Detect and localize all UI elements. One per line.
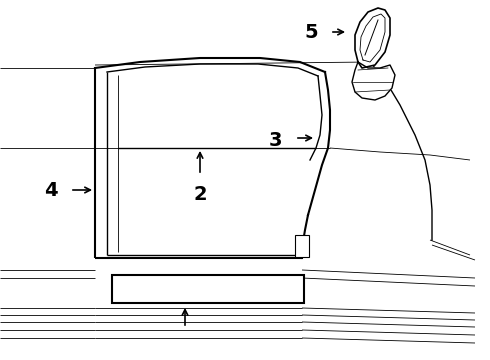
Text: 2: 2 (193, 185, 207, 204)
Bar (295, 235, 309, 257)
Polygon shape (352, 62, 395, 100)
Text: 5: 5 (304, 23, 318, 41)
Text: 3: 3 (269, 131, 282, 149)
Bar (112, 275, 304, 303)
Text: 4: 4 (45, 180, 58, 199)
Polygon shape (355, 8, 390, 68)
